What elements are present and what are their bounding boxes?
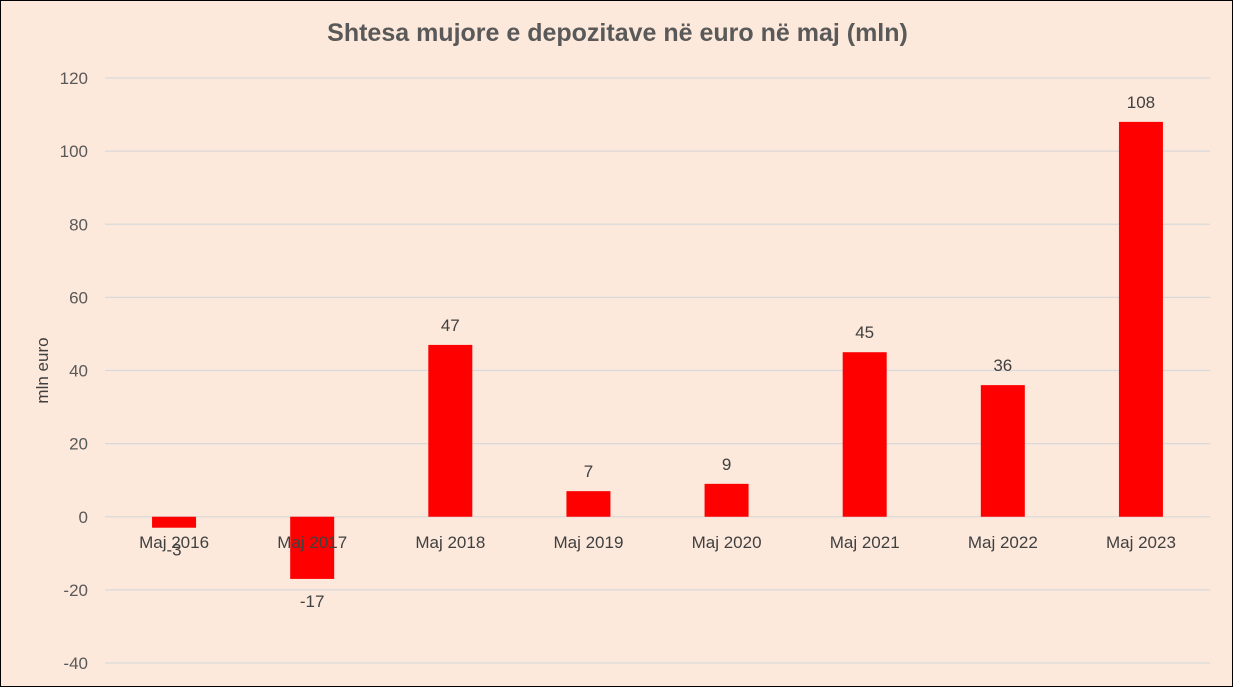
x-category-label: Maj 2019 <box>553 533 623 552</box>
bar <box>566 491 611 517</box>
x-category-label: Maj 2018 <box>415 533 485 552</box>
x-category-label: Maj 2016 <box>139 533 209 552</box>
data-label: 108 <box>1127 93 1155 112</box>
bar <box>1118 121 1163 517</box>
x-category-label: Maj 2021 <box>830 533 900 552</box>
data-label: 7 <box>584 462 593 481</box>
x-category-label: Maj 2023 <box>1106 533 1176 552</box>
y-tick-label: -40 <box>63 654 88 673</box>
x-category-label: Maj 2020 <box>692 533 762 552</box>
data-label: 9 <box>722 455 731 474</box>
chart-title: Shtesa mujore e depozitave në euro në ma… <box>327 19 908 47</box>
data-label: -3 <box>167 541 182 560</box>
data-label: 47 <box>441 316 460 335</box>
y-tick-label: 80 <box>69 215 88 234</box>
y-axis-label: mln euro <box>33 337 52 403</box>
x-category-label: Maj 2022 <box>968 533 1038 552</box>
y-tick-label: 20 <box>69 435 88 454</box>
y-tick-label: -20 <box>63 581 88 600</box>
bar <box>980 385 1025 517</box>
y-tick-label: 60 <box>69 288 88 307</box>
bar <box>152 516 197 528</box>
data-label: 36 <box>993 356 1012 375</box>
bar <box>290 516 335 579</box>
data-label: -17 <box>300 592 325 611</box>
bar <box>842 352 887 517</box>
y-tick-label: 120 <box>60 69 88 88</box>
y-tick-label: 0 <box>79 508 88 527</box>
data-label: 45 <box>855 323 874 342</box>
x-category-label: Maj 2017 <box>277 533 347 552</box>
bar <box>428 344 473 517</box>
bar <box>704 483 749 517</box>
y-tick-label: 100 <box>60 142 88 161</box>
y-tick-label: 40 <box>69 362 88 381</box>
